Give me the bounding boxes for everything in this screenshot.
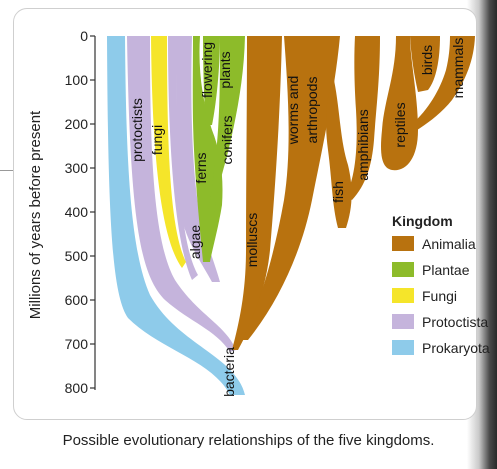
branch-prokaryota: [107, 36, 245, 395]
tick-label-800: 800: [65, 380, 89, 396]
branch-plantae-conifers: [208, 36, 245, 214]
legend-label-prokaryota: Prokaryota: [422, 340, 490, 356]
legend-label-plantae: Plantae: [422, 262, 470, 278]
legend-swatch-fungi: [392, 288, 414, 303]
label-algae: algae: [187, 225, 203, 259]
legend-swatch-prokaryota: [392, 340, 414, 355]
branch-protoctista-2: [168, 36, 198, 280]
label-flowering: flowering: [199, 42, 215, 98]
tick-label-500: 500: [65, 248, 89, 264]
label-mammals: mammals: [450, 38, 466, 99]
label-molluscs: molluscs: [244, 213, 260, 267]
branch-protoctista-algae: [176, 36, 220, 282]
branch-protoctista-1: [127, 36, 236, 352]
legend-swatch-animalia: [392, 236, 414, 251]
label-conifers: conifers: [219, 115, 235, 164]
legend-title: Kingdom: [392, 213, 453, 229]
axis-label: Millions of years before present: [27, 110, 44, 319]
tick-label-200: 200: [65, 116, 89, 132]
branch-plantae-flowering: [203, 36, 220, 125]
legend-label-fungi: Fungi: [422, 288, 457, 304]
branch-animalia-mammals: [412, 36, 475, 132]
tick-label-300: 300: [65, 160, 89, 176]
tick-label-100: 100: [65, 72, 89, 88]
tick-label-400: 400: [65, 204, 89, 220]
label-plants: plants: [217, 51, 233, 88]
label-ferns: ferns: [193, 152, 209, 183]
label-fish: fish: [330, 181, 346, 203]
label-birds: birds: [419, 45, 435, 75]
legend-label-animalia: Animalia: [422, 236, 476, 252]
label-worms-and: worms and: [285, 76, 301, 145]
tick-label-700: 700: [65, 336, 89, 352]
y-axis: [90, 35, 96, 390]
tick-label-0: 0: [80, 28, 88, 44]
branch-animalia-fish: [326, 80, 352, 228]
label-amphibians: amphibians: [355, 109, 371, 181]
branch-animalia-birds: [410, 36, 440, 92]
label-bacteria: bacteria: [221, 347, 237, 397]
legend-swatch-plantae: [392, 262, 414, 277]
label-reptiles: reptiles: [392, 102, 408, 147]
branch-animalia-worms: [242, 36, 340, 340]
branch-animalia-amphibians: [346, 36, 380, 200]
tick-label-600: 600: [65, 292, 89, 308]
branch-animalia-molluscs: [232, 36, 282, 350]
legend-label-protoctista: Protoctista: [422, 314, 488, 330]
branch-fungi: [151, 36, 186, 268]
figure-caption: Possible evolutionary relationships of t…: [62, 432, 435, 449]
legend: Kingdom Animalia Plantae Fungi Protoctis…: [392, 213, 490, 356]
branch-animalia-reptiles: [381, 36, 418, 171]
label-arthropods: arthropods: [304, 77, 320, 144]
label-protoctists: protoctists: [129, 98, 145, 162]
legend-swatch-protoctista: [392, 314, 414, 329]
label-fungi: fungi: [149, 125, 165, 155]
